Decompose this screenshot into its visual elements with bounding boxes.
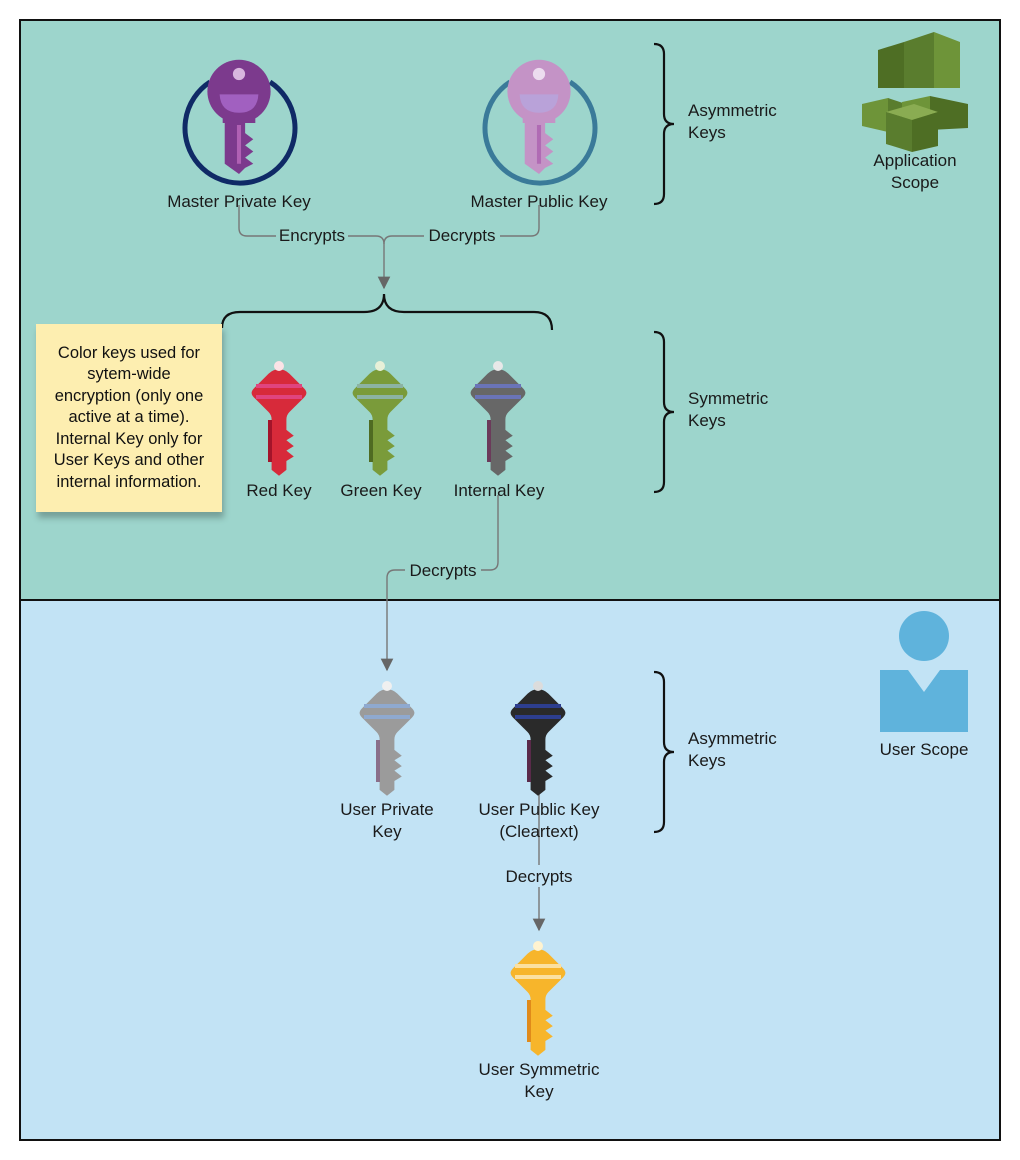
label-user-scope: User Scope bbox=[880, 740, 969, 759]
user-private-key bbox=[359, 681, 415, 796]
label-asymmetric-keys-bottom: Asymmetric Keys bbox=[688, 729, 777, 770]
red-key bbox=[251, 361, 307, 476]
group-labels: Asymmetric Keys Symmetric Keys Asymmetric K… bbox=[688, 101, 968, 770]
internal-key bbox=[470, 361, 526, 476]
app-scope-icon bbox=[862, 32, 968, 152]
label-master-public-key: Master Public Key bbox=[471, 192, 608, 211]
ring-icon bbox=[482, 79, 598, 186]
label-application-scope: Application Scope bbox=[873, 151, 956, 192]
user-icon bbox=[880, 611, 968, 732]
symmetric-group-brace bbox=[220, 293, 554, 331]
ring-icon bbox=[182, 79, 298, 186]
edge-label-encrypts: Encrypts bbox=[279, 226, 345, 245]
brace-icon bbox=[653, 42, 675, 206]
edge-master-public-to-symmetric bbox=[383, 205, 540, 245]
brace-icon bbox=[653, 670, 675, 834]
label-user-public-key: User Public Key (Cleartext) bbox=[479, 800, 600, 841]
user-symmetric-key bbox=[510, 941, 566, 1056]
label-symmetric-keys: Symmetric Keys bbox=[688, 389, 769, 430]
master-public-key bbox=[482, 59, 598, 186]
label-master-private-key: Master Private Key bbox=[167, 192, 311, 211]
edge-labels: Encrypts Decrypts Decrypts Decrypts bbox=[276, 225, 578, 887]
label-green-key: Green Key bbox=[340, 481, 422, 500]
brace-icon bbox=[653, 330, 675, 494]
label-user-symmetric-key: User Symmetric Key bbox=[479, 1060, 600, 1101]
edge-label-decrypts-internal: Decrypts bbox=[409, 561, 476, 580]
key-icon bbox=[207, 59, 271, 174]
label-red-key: Red Key bbox=[246, 481, 312, 500]
green-key bbox=[352, 361, 408, 476]
edge-label-decrypts-public: Decrypts bbox=[428, 226, 495, 245]
label-internal-key: Internal Key bbox=[454, 481, 545, 500]
master-private-key bbox=[182, 59, 298, 186]
user-public-key bbox=[510, 681, 566, 796]
label-asymmetric-keys-top: Asymmetric Keys bbox=[688, 101, 777, 142]
label-user-private-key: User Private Key bbox=[340, 800, 434, 841]
brace-icons bbox=[653, 42, 675, 834]
sticky-note: Color keys used for sytem-wide encryptio… bbox=[36, 324, 222, 512]
key-icon bbox=[507, 59, 571, 174]
application-scope-region bbox=[19, 19, 1001, 601]
key-labels: Master Private Key Master Public Key Red… bbox=[167, 192, 608, 1101]
edge-label-decrypts-user: Decrypts bbox=[505, 867, 572, 886]
